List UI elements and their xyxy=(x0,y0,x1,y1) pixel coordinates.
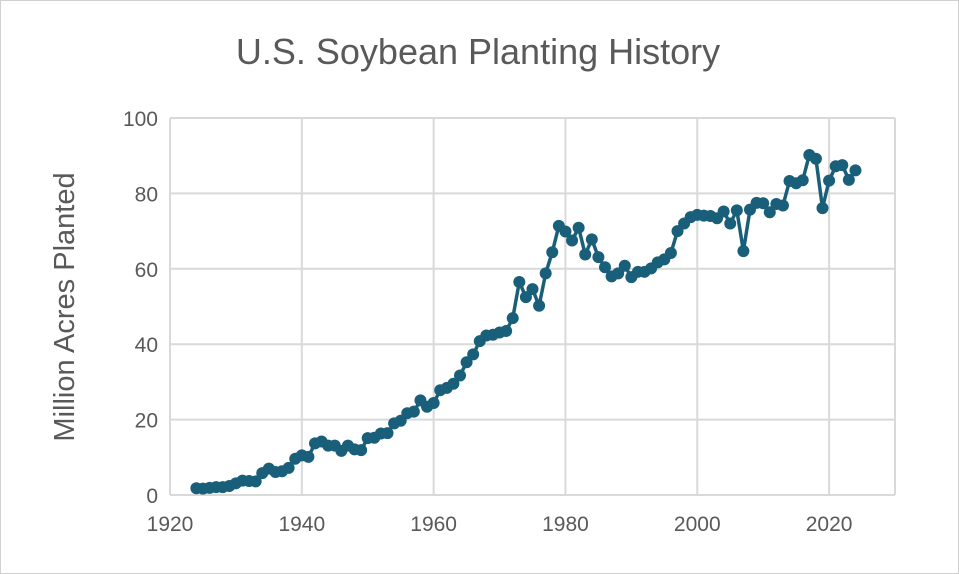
data-point xyxy=(816,202,829,215)
data-point xyxy=(842,173,855,186)
series-line xyxy=(190,148,862,495)
data-point xyxy=(460,356,473,369)
data-point xyxy=(427,397,440,410)
data-point xyxy=(599,261,611,274)
data-point xyxy=(836,159,849,172)
y-tick-label: 80 xyxy=(135,183,158,206)
x-tick-label: 1940 xyxy=(278,513,325,536)
data-point xyxy=(381,427,394,440)
data-point xyxy=(717,205,730,218)
data-point xyxy=(447,377,460,390)
data-point xyxy=(849,164,862,177)
data-point xyxy=(737,245,750,258)
data-point xyxy=(526,283,539,296)
data-point xyxy=(355,444,368,457)
data-point xyxy=(724,217,737,230)
data-point xyxy=(467,348,480,361)
data-point xyxy=(559,225,572,238)
gridlines xyxy=(169,117,896,496)
data-point xyxy=(546,246,559,259)
data-point xyxy=(282,461,295,474)
data-point xyxy=(519,291,532,304)
y-tick-label: 40 xyxy=(135,334,158,357)
data-point xyxy=(302,450,315,463)
data-point xyxy=(500,325,513,338)
data-point xyxy=(407,405,420,418)
x-tick-label: 2000 xyxy=(674,513,721,536)
data-point xyxy=(454,369,466,382)
data-point xyxy=(730,204,743,217)
y-tick-label: 60 xyxy=(135,259,158,282)
data-point xyxy=(506,312,519,325)
data-point xyxy=(823,174,836,187)
x-tick-label: 2020 xyxy=(806,513,853,536)
tick-labels: 0 20 40 60 80 100 1920 1940 1960 1980 2000 2020 xyxy=(123,108,852,536)
data-point xyxy=(592,251,605,264)
chart-title: U.S. Soybean Planting History xyxy=(236,31,720,72)
data-point xyxy=(579,248,592,261)
data-point xyxy=(796,174,809,187)
data-point xyxy=(757,197,770,210)
data-point xyxy=(618,259,631,272)
y-tick-label: 100 xyxy=(123,108,158,131)
data-point xyxy=(763,206,776,219)
x-tick-label: 1980 xyxy=(542,513,589,536)
data-point xyxy=(249,475,262,488)
y-tick-label: 0 xyxy=(146,485,158,508)
data-point xyxy=(513,275,526,288)
x-tick-label: 1920 xyxy=(147,513,194,536)
x-tick-label: 1960 xyxy=(410,513,457,536)
data-point xyxy=(809,152,822,165)
data-point xyxy=(539,267,552,280)
y-axis-label: Million Acres Planted xyxy=(49,172,81,441)
data-point xyxy=(776,199,789,212)
data-point xyxy=(566,234,579,247)
data-point xyxy=(664,246,677,259)
data-point xyxy=(572,221,585,234)
data-point xyxy=(585,233,598,246)
data-point xyxy=(533,299,546,312)
y-tick-label: 20 xyxy=(135,410,158,433)
